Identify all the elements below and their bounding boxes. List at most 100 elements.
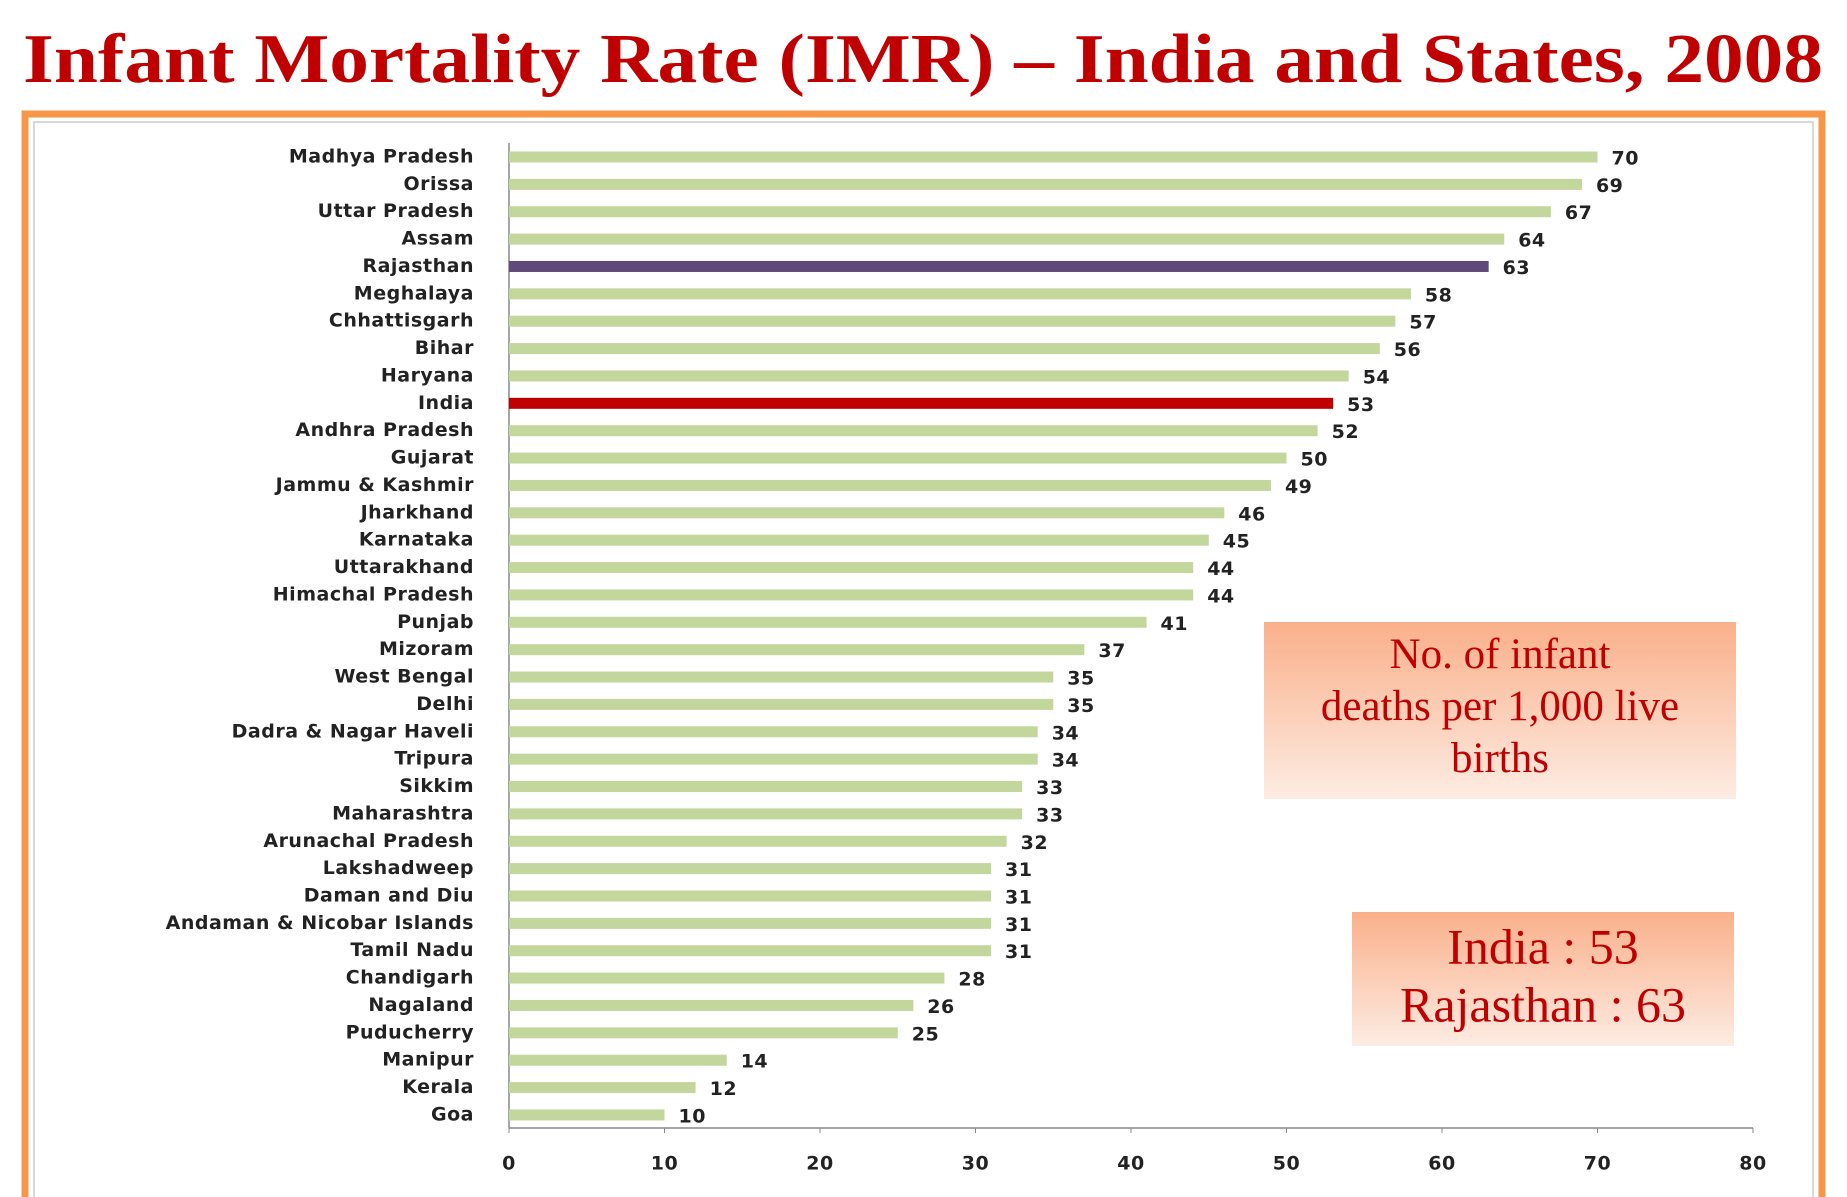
y-tick-label: Haryana (381, 364, 474, 386)
data-label: 31 (1005, 886, 1032, 908)
y-tick-label: Sikkim (399, 775, 474, 797)
bar (509, 698, 1054, 710)
y-tick-label: Chandigarh (346, 967, 474, 989)
y-tick-label: Lakshadweep (323, 857, 474, 879)
data-label: 44 (1207, 585, 1234, 607)
y-tick-label: Uttar Pradesh (318, 200, 474, 222)
y-tick-label: Daman and Diu (304, 884, 474, 906)
y-tick-label: Jharkhand (359, 501, 474, 523)
data-label: 31 (1005, 914, 1032, 936)
y-tick-label: Madhya Pradesh (289, 146, 474, 168)
data-label: 28 (958, 969, 985, 991)
y-tick-label: Punjab (397, 611, 474, 633)
y-tick-label: Gujarat (391, 447, 474, 469)
data-label: 52 (1332, 421, 1359, 443)
data-label: 35 (1067, 668, 1094, 690)
data-label: 70 (1612, 148, 1639, 170)
y-tick-label: Tamil Nadu (350, 939, 474, 961)
x-tick-label: 70 (1584, 1153, 1611, 1175)
annotation-box (1352, 912, 1734, 1046)
data-label: 31 (1005, 859, 1032, 881)
bar (509, 397, 1334, 409)
x-tick-label: 80 (1739, 1153, 1766, 1175)
bar (509, 808, 1023, 820)
bar (509, 178, 1582, 190)
bar (509, 863, 992, 875)
annotation: No. of infant (1390, 631, 1611, 678)
y-tick-label: Puducherry (346, 1021, 474, 1043)
data-label: 63 (1503, 257, 1530, 279)
y-tick-label: Andhra Pradesh (295, 419, 474, 441)
bar (509, 151, 1598, 163)
data-label: 53 (1347, 394, 1374, 416)
annotation: Rajasthan : 63 (1400, 976, 1686, 1032)
bar (509, 781, 1023, 793)
data-label: 31 (1005, 941, 1032, 963)
y-tick-label: Arunachal Pradesh (263, 830, 474, 852)
data-label: 49 (1285, 476, 1312, 498)
chart-title: Infant Mortality Rate (IMR) – India and … (23, 21, 1823, 98)
x-tick-label: 0 (502, 1153, 516, 1175)
y-tick-label: Uttarakhand (334, 556, 474, 578)
data-label: 57 (1409, 312, 1436, 334)
bar (509, 917, 992, 929)
bar (509, 425, 1318, 437)
data-label: 35 (1067, 695, 1094, 717)
data-label: 14 (741, 1051, 768, 1073)
bar (509, 452, 1287, 464)
y-tick-label: Maharashtra (332, 802, 474, 824)
bar (509, 589, 1194, 601)
bar (509, 206, 1551, 218)
y-tick-label: Jammu & Kashmir (274, 474, 475, 496)
data-label: 33 (1036, 777, 1063, 799)
x-tick-label: 10 (651, 1153, 678, 1175)
y-tick-label: India (418, 392, 474, 414)
bar (509, 315, 1396, 327)
y-tick-label: Rajasthan (362, 255, 474, 277)
data-label: 34 (1052, 722, 1079, 744)
data-label: 32 (1021, 832, 1048, 854)
bar (509, 671, 1054, 683)
bar (509, 1082, 696, 1094)
y-tick-label: Andaman & Nicobar Islands (166, 912, 474, 934)
bar (509, 534, 1209, 546)
bar (509, 616, 1147, 628)
data-label: 50 (1301, 449, 1328, 471)
bar (509, 945, 992, 957)
bar (509, 479, 1271, 491)
bar (509, 753, 1038, 765)
bar (509, 1054, 727, 1066)
data-label: 33 (1036, 804, 1063, 826)
y-tick-label: West Bengal (334, 666, 474, 688)
data-label: 58 (1425, 284, 1452, 306)
y-tick-label: Nagaland (368, 994, 474, 1016)
bar (509, 343, 1380, 355)
y-tick-label: Karnataka (359, 529, 474, 551)
data-label: 26 (927, 996, 954, 1018)
annotation: India : 53 (1447, 918, 1639, 974)
bar (509, 562, 1194, 574)
y-tick-label: Manipur (382, 1049, 474, 1071)
y-tick-label: Goa (431, 1103, 474, 1125)
y-tick-label: Bihar (415, 337, 474, 359)
x-tick-label: 50 (1273, 1153, 1300, 1175)
bar (509, 644, 1085, 656)
y-tick-label: Kerala (402, 1076, 474, 1098)
bar (509, 972, 945, 984)
data-label: 45 (1223, 531, 1250, 553)
y-tick-label: Orissa (404, 173, 474, 195)
annotation-box (1264, 622, 1736, 799)
x-tick-label: 60 (1428, 1153, 1455, 1175)
data-label: 44 (1207, 558, 1234, 580)
bar (509, 260, 1489, 272)
bar (509, 233, 1505, 245)
data-label: 46 (1238, 503, 1265, 525)
x-tick-label: 40 (1117, 1153, 1144, 1175)
y-tick-label: Meghalaya (354, 282, 474, 304)
y-tick-label: Assam (402, 228, 474, 250)
data-label: 64 (1518, 230, 1545, 252)
data-label: 12 (710, 1078, 737, 1100)
data-label: 41 (1161, 613, 1188, 635)
bar (509, 890, 992, 902)
bar (509, 507, 1225, 519)
